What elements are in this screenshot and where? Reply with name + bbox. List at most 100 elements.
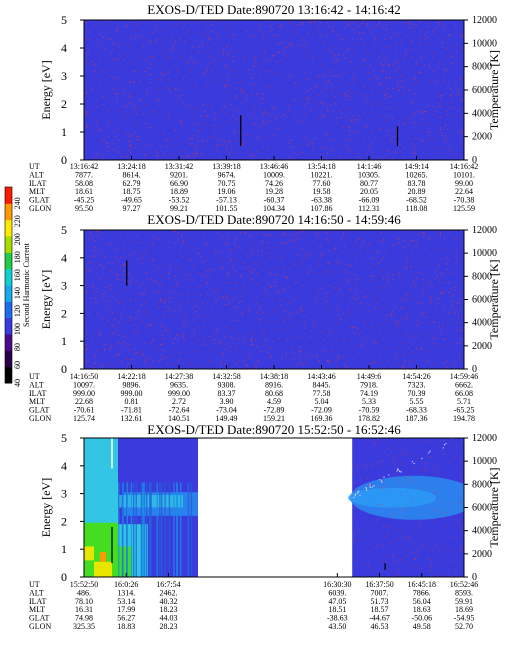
noise-speck bbox=[382, 53, 384, 55]
noise-speck bbox=[124, 263, 126, 265]
noise-speck bbox=[135, 34, 137, 36]
noise-speck bbox=[392, 554, 394, 556]
noise-speck bbox=[110, 102, 112, 104]
noise-speck bbox=[253, 333, 255, 335]
noise-speck bbox=[432, 337, 434, 339]
noise-speck bbox=[403, 157, 405, 159]
noise-speck bbox=[192, 121, 194, 123]
noise-speck bbox=[250, 236, 252, 238]
noise-speck bbox=[175, 267, 177, 269]
noise-speck bbox=[153, 20, 155, 22]
noise-speck bbox=[98, 279, 100, 281]
noise-speck bbox=[242, 262, 244, 264]
noise-speck bbox=[326, 300, 328, 302]
noise-speck bbox=[392, 151, 394, 153]
noise-speck bbox=[91, 79, 94, 81]
noise-speck bbox=[337, 54, 339, 56]
noise-speck bbox=[102, 70, 104, 72]
noise-speck bbox=[383, 367, 385, 369]
noise-speck bbox=[145, 363, 147, 365]
noise-speck bbox=[173, 306, 175, 308]
table-cell: 99.21 bbox=[170, 204, 188, 213]
noise-speck bbox=[323, 56, 325, 58]
noise-speck bbox=[348, 125, 350, 127]
table-cell: 15:52:50 bbox=[70, 580, 98, 589]
noise-speck bbox=[355, 120, 357, 122]
noise-speck bbox=[336, 60, 338, 62]
noise-speck bbox=[255, 366, 257, 368]
noise-speck bbox=[269, 70, 271, 72]
table-cell: 3.90 bbox=[220, 397, 234, 406]
noise-speck bbox=[119, 34, 121, 36]
noise-speck bbox=[102, 96, 104, 98]
noise-speck bbox=[179, 279, 181, 281]
noise-speck bbox=[138, 326, 140, 328]
noise-speck bbox=[376, 302, 378, 304]
noise-speck bbox=[165, 139, 167, 141]
noise-speck bbox=[142, 257, 144, 259]
noise-speck bbox=[456, 293, 458, 295]
noise-speck bbox=[353, 273, 355, 275]
noise-speck bbox=[122, 288, 124, 290]
noise-speck bbox=[373, 236, 375, 238]
noise-speck bbox=[401, 495, 403, 497]
noise-speck bbox=[460, 99, 463, 101]
noise-speck bbox=[352, 130, 354, 132]
noise-speck bbox=[259, 97, 261, 99]
noise-speck bbox=[97, 287, 99, 289]
noise-speck bbox=[458, 329, 460, 331]
noise-speck bbox=[308, 99, 310, 101]
noise-speck bbox=[120, 317, 122, 319]
noise-speck bbox=[216, 319, 218, 321]
noise-speck bbox=[448, 352, 450, 354]
noise-speck bbox=[273, 107, 275, 109]
noise-speck bbox=[315, 341, 317, 343]
temperature-tick-label: 12000 bbox=[472, 15, 497, 26]
noise-speck bbox=[235, 96, 237, 98]
scatter-dot bbox=[358, 490, 360, 492]
noise-speck bbox=[214, 292, 216, 294]
noise-speck bbox=[364, 125, 366, 127]
noise-speck bbox=[382, 241, 384, 243]
noise-speck bbox=[104, 48, 106, 50]
noise-speck bbox=[404, 123, 406, 125]
noise-speck bbox=[382, 27, 384, 29]
noise-speck bbox=[447, 147, 449, 149]
noise-speck bbox=[266, 315, 268, 316]
noise-speck bbox=[165, 327, 167, 329]
noise-speck bbox=[221, 267, 224, 269]
noise-speck bbox=[202, 303, 204, 305]
noise-speck bbox=[342, 54, 344, 56]
noise-speck bbox=[92, 284, 94, 286]
noise-speck bbox=[209, 36, 211, 38]
noise-speck bbox=[123, 88, 125, 90]
noise-speck bbox=[301, 285, 303, 287]
noise-speck bbox=[287, 338, 289, 340]
noise-speck bbox=[454, 366, 456, 368]
noise-speck bbox=[120, 156, 122, 158]
colorbar-tick-label: 40 bbox=[13, 379, 22, 387]
noise-speck bbox=[197, 135, 199, 137]
noise-speck bbox=[315, 158, 317, 160]
table-cell: 18.69 bbox=[455, 605, 473, 614]
noise-speck bbox=[266, 337, 268, 339]
noise-speck bbox=[153, 236, 155, 238]
noise-speck bbox=[454, 134, 456, 136]
noise-speck bbox=[229, 258, 231, 260]
noise-speck bbox=[101, 113, 103, 115]
table-cell: 4.59 bbox=[267, 397, 281, 406]
noise-speck bbox=[245, 364, 247, 366]
noise-speck bbox=[309, 37, 311, 39]
noise-speck bbox=[178, 101, 180, 103]
noise-speck bbox=[150, 82, 152, 83]
noise-speck bbox=[97, 43, 99, 45]
noise-speck bbox=[208, 53, 210, 55]
noise-speck bbox=[352, 106, 354, 107]
noise-speck bbox=[420, 57, 422, 59]
noise-speck bbox=[414, 335, 416, 337]
noise-speck bbox=[285, 319, 287, 321]
noise-speck bbox=[248, 270, 250, 271]
noise-speck bbox=[177, 292, 179, 294]
noise-speck bbox=[269, 356, 271, 358]
noise-speck bbox=[408, 348, 410, 349]
